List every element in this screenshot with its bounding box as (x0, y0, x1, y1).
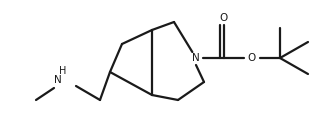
Text: O: O (220, 13, 228, 23)
Text: N: N (54, 75, 62, 85)
Text: H: H (59, 66, 67, 76)
Text: O: O (248, 53, 256, 63)
Text: N: N (192, 53, 200, 63)
